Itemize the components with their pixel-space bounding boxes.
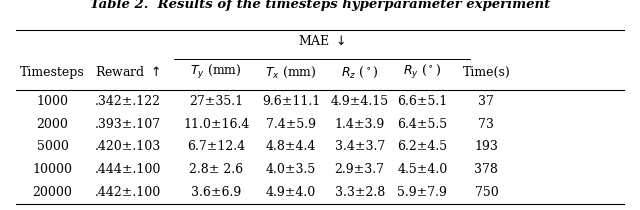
Text: 11.0±16.4: 11.0±16.4 <box>183 118 250 131</box>
Text: 193: 193 <box>474 140 499 154</box>
Text: $T_y$ (mm): $T_y$ (mm) <box>191 63 242 81</box>
Text: $T_x$ (mm): $T_x$ (mm) <box>266 65 317 80</box>
Text: 3.3±2.8: 3.3±2.8 <box>335 186 385 199</box>
Text: 7.4±5.9: 7.4±5.9 <box>266 118 316 131</box>
Text: 1.4±3.9: 1.4±3.9 <box>335 118 385 131</box>
Text: 3.6±6.9: 3.6±6.9 <box>191 186 241 199</box>
Text: 2.9±3.7: 2.9±3.7 <box>335 163 385 176</box>
Text: 5000: 5000 <box>36 140 68 154</box>
Text: Reward $\uparrow$: Reward $\uparrow$ <box>95 66 161 79</box>
Text: 5.9±7.9: 5.9±7.9 <box>397 186 447 199</box>
Text: 4.5±4.0: 4.5±4.0 <box>397 163 447 176</box>
Text: .444±.100: .444±.100 <box>95 163 161 176</box>
Text: 4.9±4.15: 4.9±4.15 <box>331 95 388 108</box>
Text: 73: 73 <box>479 118 494 131</box>
Text: 2000: 2000 <box>36 118 68 131</box>
Text: $R_y$ ($^\circ$): $R_y$ ($^\circ$) <box>403 63 442 81</box>
Text: 4.0±3.5: 4.0±3.5 <box>266 163 316 176</box>
Text: 27±35.1: 27±35.1 <box>189 95 243 108</box>
Text: 378: 378 <box>474 163 499 176</box>
Text: $R_z$ ($^\circ$): $R_z$ ($^\circ$) <box>340 65 379 80</box>
Text: 1000: 1000 <box>36 95 68 108</box>
Text: .442±.100: .442±.100 <box>95 186 161 199</box>
Text: 6.4±5.5: 6.4±5.5 <box>397 118 447 131</box>
Text: 10000: 10000 <box>33 163 72 176</box>
Text: 3.4±3.7: 3.4±3.7 <box>335 140 385 154</box>
Text: .393±.107: .393±.107 <box>95 118 161 131</box>
Text: 6.6±5.1: 6.6±5.1 <box>397 95 447 108</box>
Text: 4.8±4.4: 4.8±4.4 <box>266 140 316 154</box>
Text: Table 2.  Results of the timesteps hyperparameter experiment: Table 2. Results of the timesteps hyperp… <box>90 0 550 11</box>
Text: Time(s): Time(s) <box>463 66 510 79</box>
Text: 37: 37 <box>479 95 494 108</box>
Text: .342±.122: .342±.122 <box>95 95 161 108</box>
Text: 6.2±4.5: 6.2±4.5 <box>397 140 447 154</box>
Text: 9.6±11.1: 9.6±11.1 <box>262 95 321 108</box>
Text: 6.7±12.4: 6.7±12.4 <box>188 140 245 154</box>
Text: 2.8± 2.6: 2.8± 2.6 <box>189 163 243 176</box>
Text: Timesteps: Timesteps <box>20 66 85 79</box>
Text: .420±.103: .420±.103 <box>95 140 161 154</box>
Text: 20000: 20000 <box>33 186 72 199</box>
Text: 4.9±4.0: 4.9±4.0 <box>266 186 316 199</box>
Text: MAE $\downarrow$: MAE $\downarrow$ <box>298 34 346 49</box>
Text: 750: 750 <box>474 186 499 199</box>
